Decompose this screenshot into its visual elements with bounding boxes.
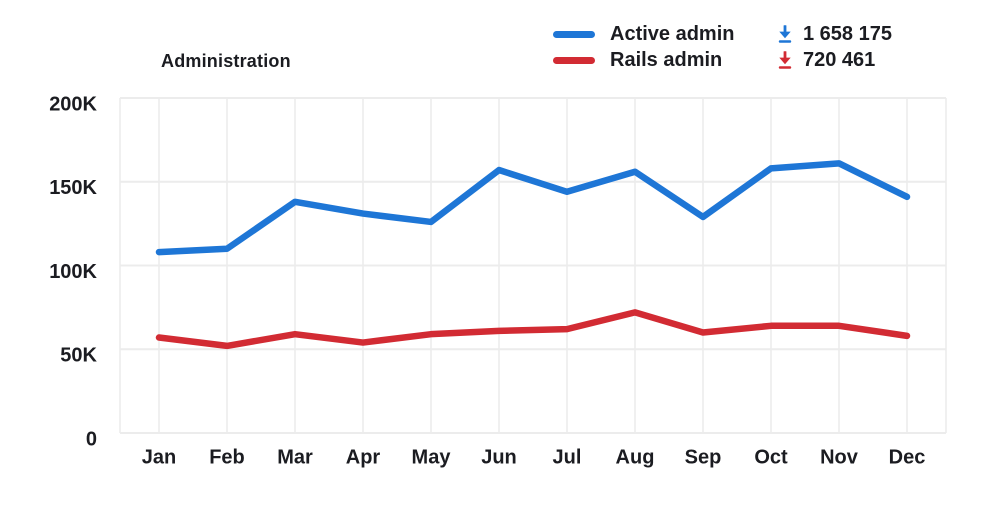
x-axis-tick-label: Jan [142, 446, 176, 468]
chart-title: Administration [161, 51, 291, 71]
x-axis-tick-label: Jun [481, 446, 517, 468]
y-axis-tick-label: 0 [86, 428, 97, 450]
series-color-swatch [553, 56, 595, 64]
legend-item-rails-admin[interactable]: Rails admin 720 461 [553, 47, 892, 73]
legend: Active admin 1 658 175 Rails admin [553, 21, 892, 73]
series-color-swatch [553, 30, 595, 38]
x-axis-tick-label: Oct [754, 446, 788, 468]
x-axis-tick-label: Aug [616, 446, 655, 468]
x-axis-tick-label: Apr [346, 446, 381, 468]
x-axis-tick-label: Nov [820, 446, 859, 468]
series-line-rails-admin [155, 309, 911, 350]
x-axis-tick-label: Sep [685, 446, 722, 468]
series-line-active-admin [155, 160, 911, 256]
download-icon [775, 24, 795, 44]
download-count: 720 461 [803, 48, 876, 71]
legend-item-active-admin[interactable]: Active admin 1 658 175 [553, 21, 892, 47]
download-count: 1 658 175 [803, 22, 892, 45]
y-axis-tick-label: 50K [60, 345, 97, 367]
x-axis-tick-label: Dec [889, 446, 926, 468]
legend-label: Rails admin [610, 48, 723, 71]
legend-label: Active admin [610, 22, 735, 45]
x-axis-tick-label: May [412, 446, 452, 468]
x-axis-tick-label: Mar [277, 446, 313, 468]
x-axis-tick-label: Feb [209, 446, 245, 468]
download-icon [775, 50, 795, 70]
y-axis-tick-label: 150K [49, 177, 97, 199]
x-axis-tick-label: Jul [553, 446, 582, 468]
y-axis-tick-label: 200K [49, 93, 97, 115]
y-axis-tick-label: 100K [49, 261, 97, 283]
